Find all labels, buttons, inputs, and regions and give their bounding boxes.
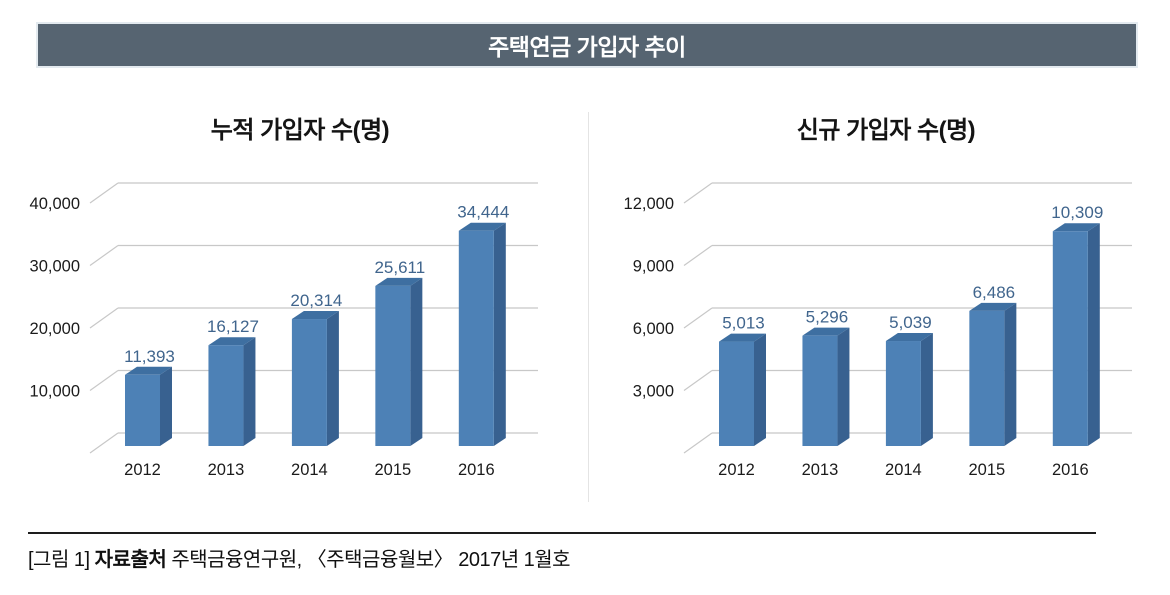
bar-value-label: 25,611 — [374, 258, 425, 277]
left-chart-title: 누적 가입자 수(명) — [210, 117, 390, 144]
gridline-depth-tick — [683, 307, 713, 329]
bar-side-face — [1087, 223, 1100, 446]
x-axis-category-label: 2014 — [885, 461, 922, 479]
bar-top-face — [125, 366, 172, 375]
bar-2012 — [125, 366, 172, 446]
bar-front-face — [1052, 231, 1088, 446]
bar-top-face — [458, 222, 506, 231]
chart-right: 12,000 9,000 6,000 3,000 5,013 2012 5,296 2013 5… — [624, 182, 1132, 479]
gridline-depth-tick — [89, 182, 119, 204]
gridline-depth-tick — [683, 432, 713, 454]
y-axis-tick-label: 6,000 — [633, 320, 674, 338]
bar-front-face — [969, 310, 1005, 446]
figure-title: 주택연금 가입자 추이 — [488, 34, 686, 60]
x-axis-category-label: 2015 — [968, 461, 1005, 479]
y-axis-tick-label: 10,000 — [30, 383, 80, 401]
bar-front-face — [375, 285, 411, 446]
bar-side-face — [243, 337, 256, 446]
bar-2016 — [458, 222, 506, 446]
chart-divider — [588, 112, 589, 502]
bar-value-label: 6,486 — [973, 283, 1016, 302]
bar-2013 — [802, 327, 850, 446]
bar-value-label: 20,314 — [290, 291, 342, 310]
bar-value-label: 5,039 — [889, 313, 932, 332]
x-axis-category-label: 2015 — [374, 461, 411, 479]
bar-top-face — [802, 327, 850, 336]
gridline-depth-tick — [89, 307, 119, 329]
bar-front-face — [208, 345, 244, 446]
bar-side-face — [326, 311, 339, 446]
x-axis-category-label: 2014 — [291, 461, 328, 479]
y-axis-tick-label: 20,000 — [30, 320, 80, 338]
bar-value-label: 5,296 — [806, 308, 849, 327]
caption-rule — [28, 532, 1096, 534]
bar-front-face — [885, 341, 921, 446]
bar-top-face — [291, 311, 339, 320]
bar-value-label: 10,309 — [1051, 203, 1103, 222]
y-axis-tick-label: 9,000 — [633, 258, 674, 276]
bar-side-face — [160, 366, 172, 446]
bar-top-face — [208, 337, 256, 346]
bar-side-face — [410, 277, 423, 446]
bar-side-face — [1004, 302, 1017, 446]
bar-2015 — [375, 277, 423, 446]
bar-top-face — [719, 333, 766, 342]
bar-2015 — [969, 302, 1017, 446]
bar-front-face — [719, 341, 754, 446]
y-axis-tick-label: 12,000 — [624, 195, 674, 213]
gridline-depth-tick — [683, 245, 713, 266]
caption-source-text: 주택금융연구원, 〈주택금융월보〉 2017년 1월호 — [171, 549, 571, 571]
gridline-depth-tick — [683, 370, 713, 391]
bar-side-face — [493, 222, 506, 446]
bar-top-face — [885, 333, 933, 342]
gridline-depth-tick — [89, 245, 119, 266]
bar-side-face — [754, 333, 766, 446]
bar-2016 — [1052, 223, 1100, 446]
bar-value-label: 5,013 — [722, 314, 765, 333]
bar-2012 — [719, 333, 766, 446]
bar-side-face — [920, 333, 933, 446]
gridline-depth-tick — [89, 432, 119, 454]
y-axis-tick-label: 30,000 — [30, 258, 80, 276]
x-axis-category-label: 2013 — [208, 461, 245, 479]
bar-top-face — [375, 277, 423, 286]
bar-value-label: 16,127 — [207, 317, 259, 336]
gridline-depth-tick — [89, 370, 119, 391]
bar-front-face — [291, 319, 327, 446]
right-chart-title: 신규 가입자 수(명) — [796, 117, 976, 144]
bar-top-face — [1052, 223, 1100, 232]
bar-side-face — [837, 327, 850, 446]
bar-front-face — [802, 335, 838, 446]
y-axis-tick-label: 3,000 — [633, 383, 674, 401]
bar-front-face — [125, 374, 160, 446]
bar-value-label: 34,444 — [457, 203, 509, 222]
x-axis-category-label: 2012 — [718, 461, 755, 479]
x-axis-category-label: 2013 — [802, 461, 839, 479]
chart-left: 40,000 30,000 20,000 10,000 11,393 2012 16,127… — [30, 182, 538, 479]
bar-2013 — [208, 337, 256, 446]
y-axis-tick-label: 40,000 — [30, 195, 80, 213]
x-axis-category-label: 2016 — [1052, 461, 1089, 479]
bar-value-label: 11,393 — [124, 347, 175, 366]
caption: [그림 1] 자료출처 주택금융연구원, 〈주택금융월보〉 2017년 1월호 — [28, 543, 1128, 572]
bar-top-face — [969, 302, 1017, 311]
x-axis-category-label: 2012 — [124, 461, 161, 479]
x-axis-category-label: 2016 — [458, 461, 495, 479]
bar-front-face — [458, 230, 494, 446]
gridline-depth-tick — [683, 182, 713, 204]
caption-figure-label: [그림 1] — [28, 549, 90, 571]
bar-2014 — [291, 311, 339, 446]
figure-header-bar: 주택연금 가입자 추이 — [36, 22, 1138, 68]
caption-source-label: 자료출처 — [94, 549, 167, 571]
bar-2014 — [885, 333, 933, 446]
